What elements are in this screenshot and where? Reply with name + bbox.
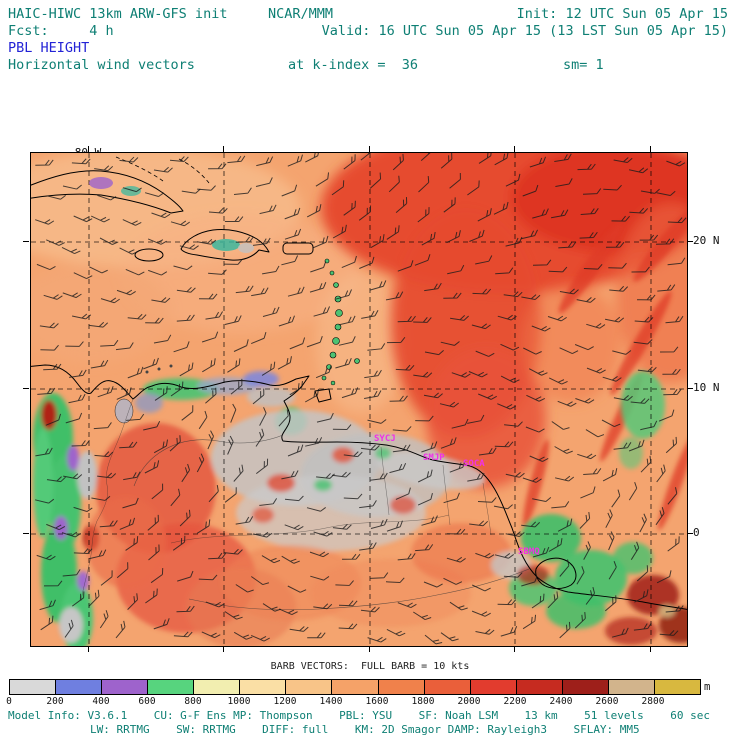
hispaniola xyxy=(180,229,270,261)
axis-tick xyxy=(88,646,89,652)
station-labels: SYCJ SMJP SOCA SBMQ xyxy=(374,434,540,557)
map-canvas: SYCJ SMJP SOCA SBMQ xyxy=(31,153,687,646)
station-label: SBMQ xyxy=(518,547,540,557)
wind-barbs xyxy=(34,153,687,645)
latlon-grid xyxy=(31,153,687,646)
k-index-label: at k-index = 36 xyxy=(288,57,419,73)
colorbar-tick-label: 1400 xyxy=(319,696,343,707)
colorbar-tick-label: 1200 xyxy=(273,696,297,707)
barb-legend: BARB VECTORS: FULL BARB = 10 kts xyxy=(270,661,470,672)
colorbar-tick-label: 1800 xyxy=(411,696,435,707)
colorbar-cell xyxy=(102,680,149,694)
lat-label: 10 N xyxy=(693,381,720,394)
colorbar-cell xyxy=(516,680,563,694)
bahamas-banks xyxy=(115,156,210,184)
model-info-line1: Model Info: V3.6.1 CU: G-F Ens MP: Thomp… xyxy=(8,709,710,722)
lake-maracaibo xyxy=(114,398,134,424)
smoothing-label: sm= 1 xyxy=(563,57,604,73)
colorbar-tick-label: 2600 xyxy=(595,696,619,707)
colorbar-cell xyxy=(148,680,195,694)
colorbar-tick-label: 2000 xyxy=(457,696,481,707)
colorbar-tick-label: 2800 xyxy=(641,696,665,707)
colorbar-cell xyxy=(10,680,57,694)
axis-tick xyxy=(369,146,370,152)
colorbar-cell xyxy=(424,680,471,694)
axis-tick xyxy=(23,388,29,389)
country-borders xyxy=(80,398,492,602)
jamaica xyxy=(134,248,164,262)
colorbar-cell xyxy=(608,680,655,694)
colorbar-cell xyxy=(194,680,241,694)
colorbar-labels: 0 200 400 600 800 1000 1200 1400 1600 1800 2000 220… xyxy=(6,696,719,708)
axis-tick xyxy=(514,646,515,652)
model-info-line2: LW: RRTMG SW: RRTMG DIFF: full KM: 2D Sm… xyxy=(90,723,640,736)
colorbar-cell xyxy=(56,680,103,694)
forecast-hour-label: Fcst: 4 h xyxy=(8,23,114,39)
axis-tick xyxy=(514,146,515,152)
trinidad xyxy=(314,388,332,403)
model-name-label: HAIC-HIWC 13km ARW-GFS init xyxy=(8,6,228,22)
colorbar-cell xyxy=(654,680,700,694)
axis-tick xyxy=(369,646,370,652)
colorbar-cell xyxy=(562,680,609,694)
institution-label: NCAR/MMM xyxy=(268,6,334,22)
colorbar-tick-label: 800 xyxy=(184,696,202,707)
valid-time-label: Valid: 16 UTC Sun 05 Apr 15 (13 LST Sun … xyxy=(321,23,728,39)
colorbar-tick-label: 2400 xyxy=(549,696,573,707)
axis-tick xyxy=(88,146,89,152)
station-label: SOCA xyxy=(463,459,485,469)
axis-tick xyxy=(687,388,693,389)
colorbar-tick-label: 0 xyxy=(6,696,12,707)
colorbar-tick-label: 1600 xyxy=(365,696,389,707)
vector-desc-label: Horizontal wind vectors xyxy=(8,57,195,73)
colorbar-tick-label: 200 xyxy=(46,696,64,707)
colorbar-cell xyxy=(286,680,333,694)
field-title: PBL HEIGHT xyxy=(8,40,90,56)
init-time-label: Init: 12 UTC Sun 05 Apr 15 xyxy=(516,6,728,22)
colorbar-cells xyxy=(9,679,701,695)
axis-tick xyxy=(23,533,29,534)
rivers xyxy=(133,434,530,611)
colorbar-tick-label: 400 xyxy=(92,696,110,707)
colorbar-cell xyxy=(240,680,287,694)
pbl-height-map: SYCJ SMJP SOCA SBMQ xyxy=(30,152,688,647)
south-america-coast xyxy=(31,364,687,610)
colorbar-cell xyxy=(332,680,379,694)
axis-tick xyxy=(650,646,651,652)
colorbar-tick-label: 1000 xyxy=(227,696,251,707)
colorbar-tick-label: 600 xyxy=(138,696,156,707)
longitude-axis: 80 W 70 W 60 W 50 W 40 W xyxy=(0,133,740,211)
station-label: SYCJ xyxy=(374,434,396,444)
lat-label: 20 N xyxy=(693,234,720,247)
axis-tick xyxy=(687,533,693,534)
lat-label: 0 xyxy=(693,526,700,539)
station-label: SMJP xyxy=(423,453,445,463)
colorbar-tick-label: 2200 xyxy=(503,696,527,707)
puerto-rico xyxy=(282,242,314,255)
axis-tick xyxy=(687,241,693,242)
axis-tick xyxy=(223,146,224,152)
colorbar-unit: m xyxy=(704,681,711,693)
axis-tick xyxy=(23,241,29,242)
colorbar-cell xyxy=(470,680,517,694)
axis-tick xyxy=(650,146,651,152)
colorbar-cell xyxy=(378,680,425,694)
axis-tick xyxy=(223,646,224,652)
